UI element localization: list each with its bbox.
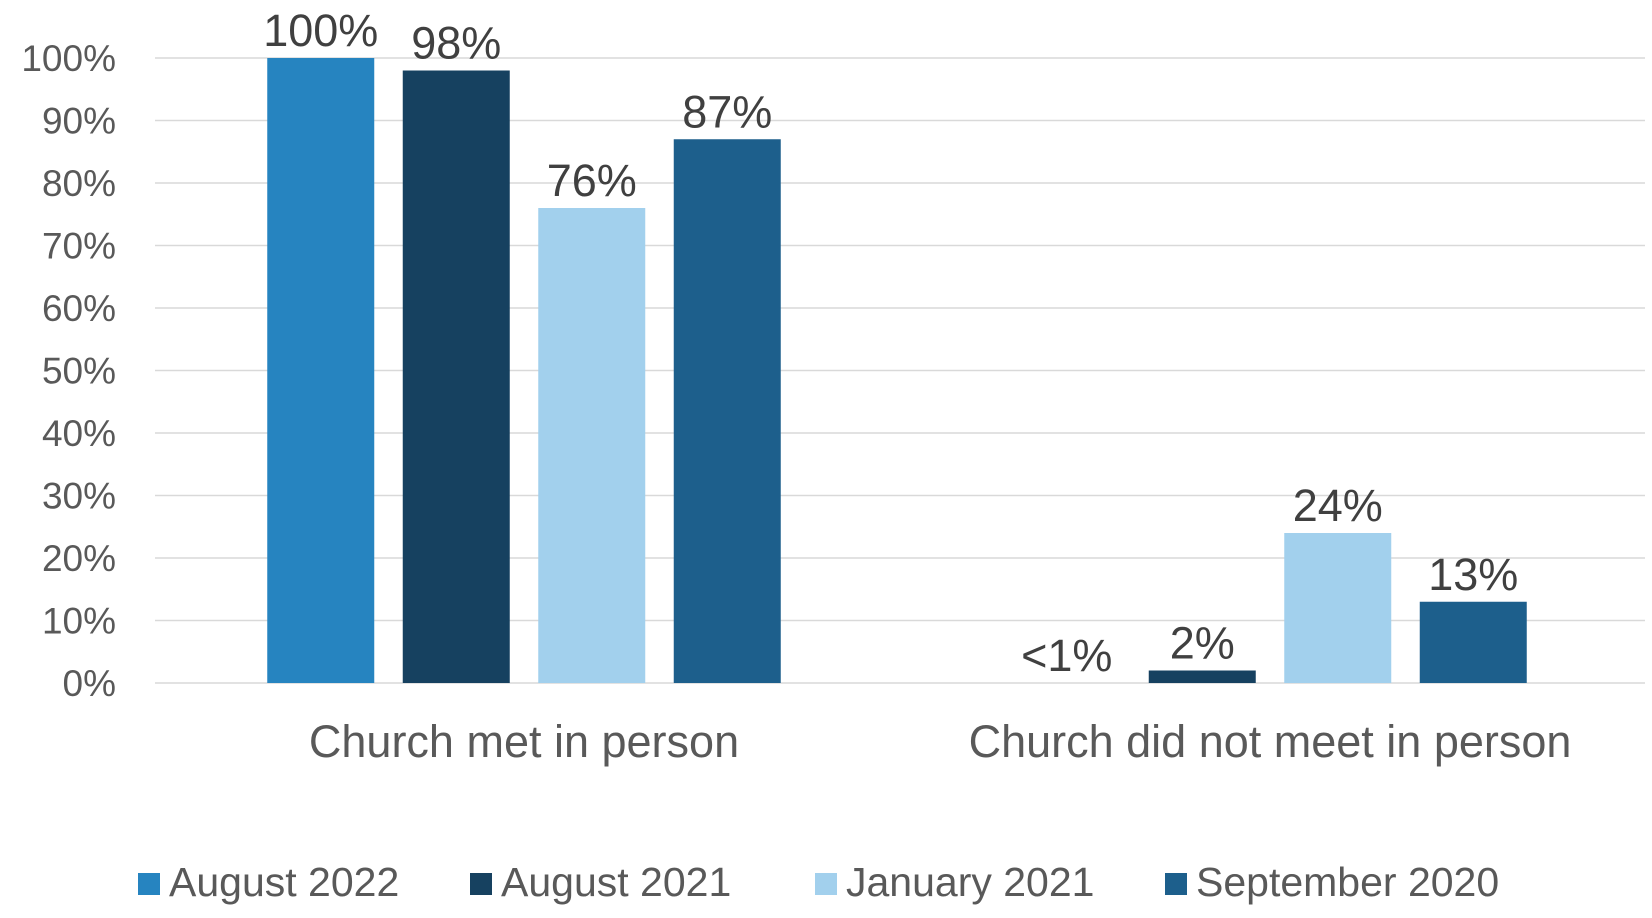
y-tick-label: 90%: [42, 101, 116, 142]
data-label: 87%: [682, 86, 772, 137]
y-tick-label: 30%: [42, 476, 116, 517]
y-tick-label: 100%: [21, 38, 116, 79]
y-axis-ticks: 0% 10% 20% 30% 40% 50% 60% 70% 80% 90% 100%: [21, 38, 116, 704]
bar: [538, 208, 646, 683]
legend: August 2022 August 2021 January 2021 Septem…: [138, 859, 1499, 905]
y-tick-label: 70%: [42, 226, 116, 267]
y-tick-label: 0%: [63, 663, 116, 704]
legend-swatch: [1165, 873, 1187, 895]
bar: [673, 139, 781, 683]
x-axis-categories: Church met in person Church did not meet …: [309, 716, 1572, 767]
legend-swatch: [138, 873, 160, 895]
data-label: 13%: [1428, 549, 1518, 600]
x-category-label: Church did not meet in person: [969, 716, 1572, 767]
bar: [267, 58, 375, 683]
bar: [1284, 533, 1392, 683]
data-label: 2%: [1170, 618, 1235, 669]
legend-label: August 2021: [501, 859, 731, 905]
legend-label: January 2021: [846, 859, 1094, 905]
y-tick-label: 80%: [42, 163, 116, 204]
x-category-label: Church met in person: [309, 716, 739, 767]
data-label: 100%: [263, 5, 378, 56]
y-tick-label: 40%: [42, 413, 116, 454]
legend-swatch: [470, 873, 492, 895]
legend-label: August 2022: [169, 859, 399, 905]
bars: [267, 58, 1527, 683]
data-label: 24%: [1293, 480, 1383, 531]
y-tick-label: 50%: [42, 351, 116, 392]
data-label: 76%: [547, 155, 637, 206]
gridlines: [155, 57, 1645, 684]
legend-swatch: [815, 873, 837, 895]
y-tick-label: 20%: [42, 538, 116, 579]
data-label: 98%: [411, 18, 501, 69]
data-labels: 100% 98% 76% 87% <1% 2% 24% 13%: [263, 5, 1518, 681]
y-tick-label: 60%: [42, 288, 116, 329]
bar: [1419, 601, 1527, 683]
legend-label: September 2020: [1196, 859, 1499, 905]
bar: [1148, 670, 1256, 683]
data-label: <1%: [1021, 630, 1112, 681]
bar: [402, 70, 510, 683]
y-tick-label: 10%: [42, 601, 116, 642]
